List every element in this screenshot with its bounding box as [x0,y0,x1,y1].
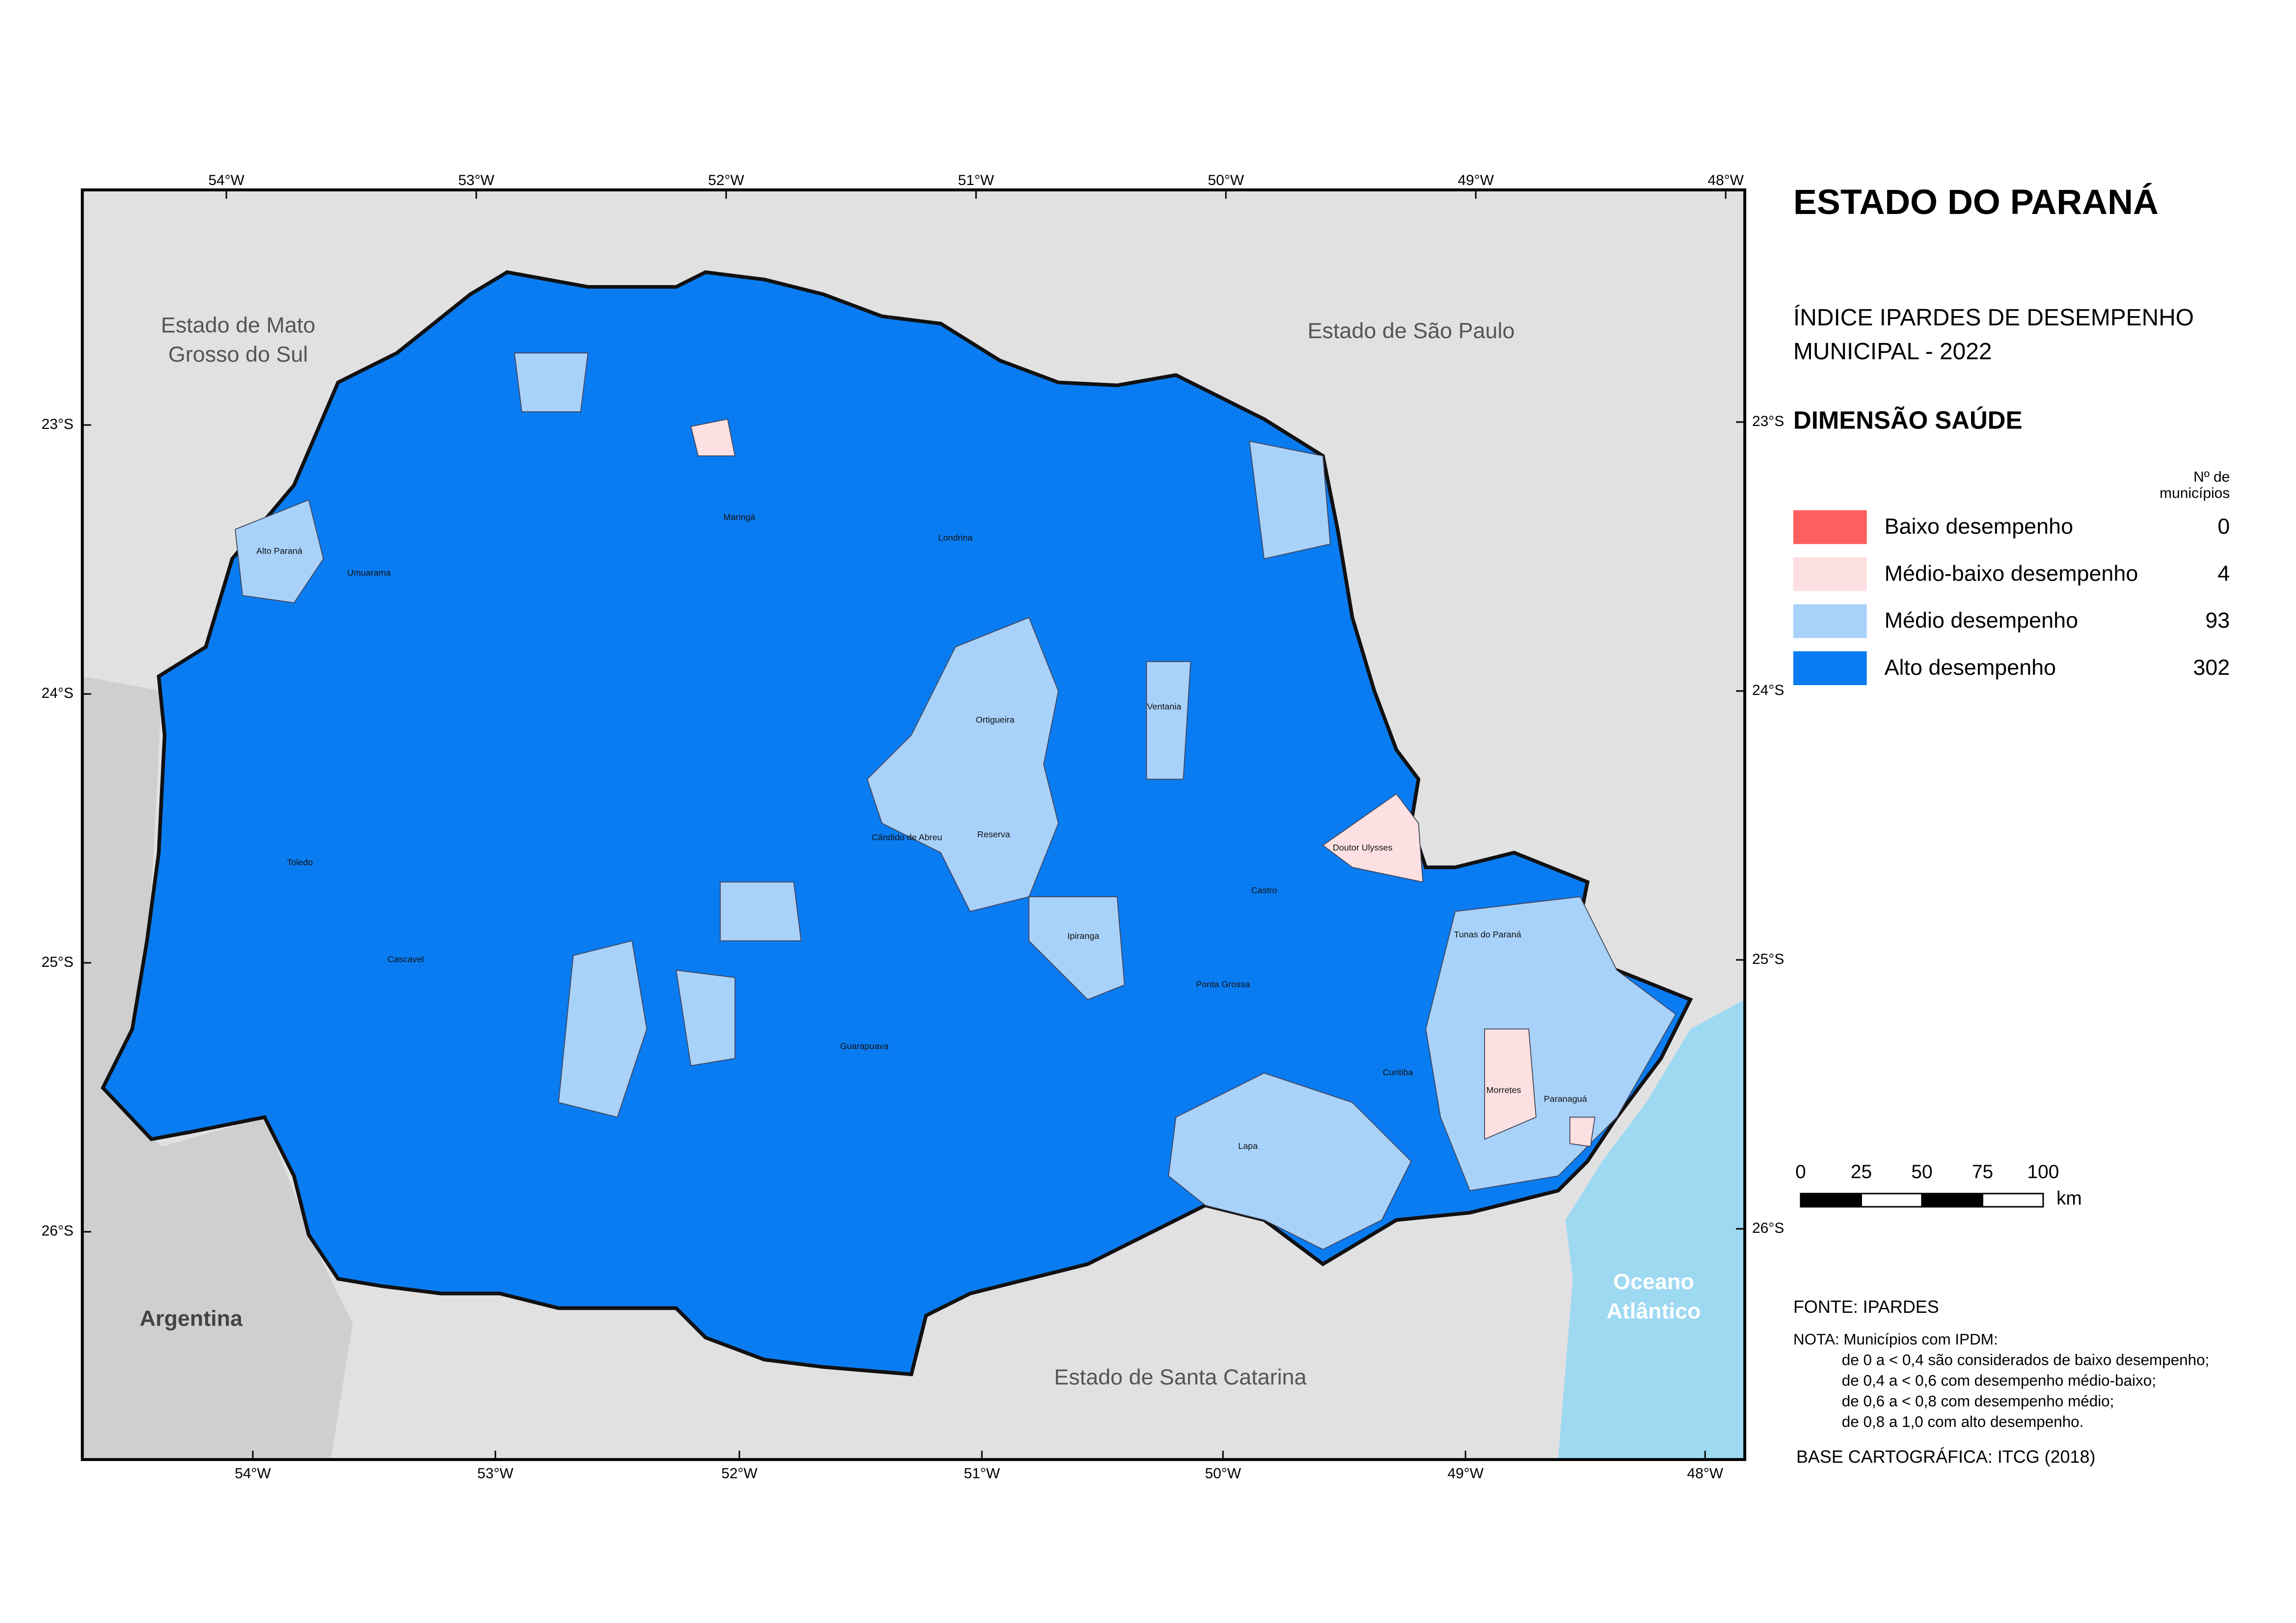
left-tick-label: 23°S [41,416,73,432]
left-tick-label: 25°S [41,954,73,970]
bottom-tick-label: 53°W [477,1465,513,1482]
municipality-label: Paranaguá [1544,1094,1587,1104]
note-line: de 0,8 a 1,0 com alto desempenho. [1842,1413,2084,1430]
municipality-label: Cascavel [387,955,424,964]
legend-header: Nº de [2193,469,2230,485]
municipality-label: Londrina [938,532,972,542]
top-tick-label: 51°W [958,172,994,188]
argentina-land [82,676,353,1460]
scale-label: 0 [1795,1161,1806,1182]
legend-label: Médio desempenho [1885,608,2078,633]
scale-label: 50 [1911,1161,1932,1182]
medium-low-areas [690,418,1595,1147]
subtitle: MUNICIPAL - 2022 [1793,339,1992,365]
base: BASE CARTOGRÁFICA: ITCG (2018) [1796,1446,2096,1466]
note-line: de 0,4 a < 0,6 com desempenho médio-baix… [1842,1372,2156,1389]
legend-count: 0 [2217,513,2230,538]
right-tick-label: 26°S [1752,1220,1784,1236]
dimension: DIMENSÃO SAÚDE [1793,405,2023,434]
scale-label: 100 [2027,1161,2059,1182]
municipality-label: Doutor Ulysses [1333,843,1393,852]
legend-label: Alto desempenho [1885,655,2056,680]
top-tick-label: 49°W [1458,172,1494,188]
municipality-label: Ventania [1147,702,1181,712]
legend-label: Médio-baixo desempenho [1885,560,2138,585]
municipality-label: Guarapuava [840,1041,889,1051]
note-line: de 0,6 a < 0,8 com desempenho médio; [1842,1392,2114,1410]
scale-unit: km [2056,1188,2082,1209]
bottom-tick-label: 51°W [964,1465,1000,1482]
right-tick-label: 24°S [1752,682,1784,698]
region-label: Argentina [139,1305,243,1330]
municipality-label: Tunas do Paraná [1454,930,1521,939]
bottom-tick-label: 54°W [235,1465,271,1482]
top-tick-label: 54°W [208,172,244,188]
left-tick-label: 26°S [41,1223,73,1239]
municipality-label: Ponta Grossa [1196,980,1250,989]
map-frame [81,188,1747,1461]
scale-label: 75 [1972,1161,1993,1182]
municipality-label: Castro [1251,885,1277,895]
legend-swatch [1793,651,1867,685]
note-line: de 0 a < 0,4 são considerados de baixo d… [1842,1352,2210,1369]
bottom-tick-label: 48°W [1687,1465,1724,1482]
municipality-label: Ipiranga [1067,931,1099,941]
legend-count: 93 [2205,608,2230,633]
legend-count: 302 [2193,655,2230,680]
region-label: Estado de São Paulo [1307,318,1514,343]
top-tick-label: 50°W [1208,172,1244,188]
legend-swatch [1793,510,1867,544]
municipality-label: Ortigueira [976,715,1015,725]
municipality-label: Morretes [1486,1085,1521,1095]
municipality-label: Maringá [724,512,756,522]
title: ESTADO DO PARANÁ [1793,183,2159,222]
scale-label: 25 [1851,1161,1872,1182]
top-tick-label: 53°W [458,172,494,188]
legend-swatch [1793,557,1867,591]
region-label: Grosso do Sul [168,342,308,367]
bottom-tick-label: 50°W [1205,1465,1241,1482]
scale-segment [1921,1193,1983,1208]
region-label: Estado de Santa Catarina [1054,1364,1306,1389]
legend-count: 4 [2217,560,2230,585]
municipality-label: Toledo [287,857,313,867]
bottom-tick-label: 52°W [721,1465,757,1482]
legend-swatch [1793,604,1867,639]
scale-segment [1800,1193,1862,1208]
right-tick-label: 25°S [1752,951,1784,967]
scale-segment [1981,1193,2044,1208]
municipality-label: Curitiba [1383,1067,1413,1077]
left-tick-label: 24°S [41,685,73,701]
legend-header: municípios [2160,485,2230,502]
top-tick-label: 48°W [1707,172,1744,188]
bottom-tick-label: 49°W [1447,1465,1484,1482]
region-label: Oceano [1613,1269,1694,1294]
scale-segment [1860,1193,1923,1208]
region-label: Estado de Mato [161,312,316,337]
subtitle: ÍNDICE IPARDES DE DESEMPENHO [1793,305,2194,331]
ocean [1558,999,1745,1460]
municipality-label: Cândido de Abreu [872,832,943,842]
note-line: NOTA: Municípios com IPDM: [1793,1331,1998,1348]
top-tick-label: 52°W [708,172,744,188]
medium-areas [235,352,1676,1250]
right-tick-label: 23°S [1752,413,1784,429]
region-label: Atlântico [1606,1298,1701,1323]
legend-label: Baixo desempenho [1885,513,2073,538]
municipality-label: Umuarama [347,568,391,578]
municipality-label: Lapa [1238,1141,1258,1151]
source: FONTE: IPARDES [1793,1297,1939,1317]
municipality-label: Alto Paraná [256,546,302,556]
municipality-label: Reserva [977,829,1010,839]
